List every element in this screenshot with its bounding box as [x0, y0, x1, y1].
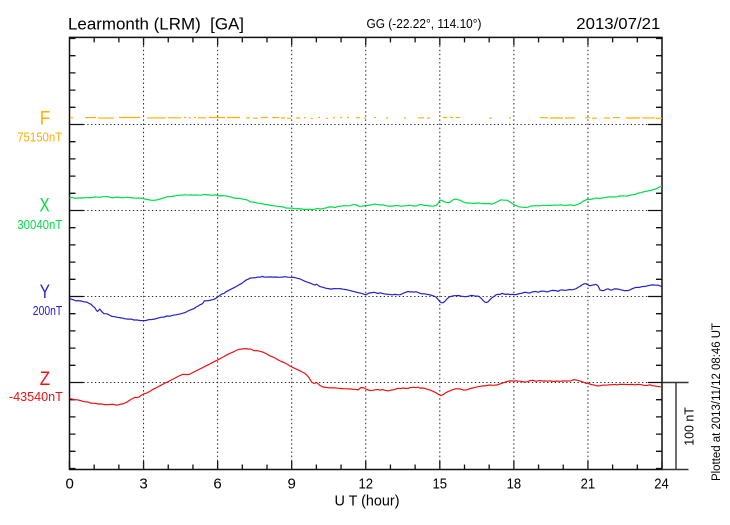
svg-text:F: F: [40, 109, 51, 130]
svg-text:9: 9: [288, 476, 296, 493]
svg-text:200nT: 200nT: [33, 303, 63, 318]
svg-text:Z: Z: [40, 369, 51, 390]
svg-text:100 nT: 100 nT: [682, 407, 697, 446]
svg-text:GG (-22.22°, 114.10°): GG (-22.22°, 114.10°): [367, 17, 482, 31]
svg-text:U T (hour): U T (hour): [335, 492, 400, 509]
svg-text:0: 0: [66, 476, 74, 493]
svg-text:30040nT: 30040nT: [17, 217, 62, 232]
svg-text:2013/07/21: 2013/07/21: [576, 16, 660, 33]
svg-text:75150nT: 75150nT: [17, 129, 62, 144]
svg-text:Learmonth (LRM) [GA]: Learmonth (LRM) [GA]: [68, 15, 244, 34]
svg-text:12: 12: [358, 476, 373, 493]
svg-text:6: 6: [213, 476, 221, 493]
svg-text:3: 3: [139, 476, 147, 493]
svg-text:15: 15: [433, 476, 448, 493]
svg-text:Plotted at 2013/11/12 08:46 UT: Plotted at 2013/11/12 08:46 UT: [711, 323, 723, 481]
svg-text:24: 24: [654, 476, 669, 493]
svg-text:21: 21: [581, 476, 596, 493]
svg-text:-43540nT: -43540nT: [9, 389, 63, 404]
svg-text:18: 18: [507, 476, 522, 493]
svg-text:X: X: [40, 196, 50, 217]
svg-text:Y: Y: [40, 282, 50, 303]
